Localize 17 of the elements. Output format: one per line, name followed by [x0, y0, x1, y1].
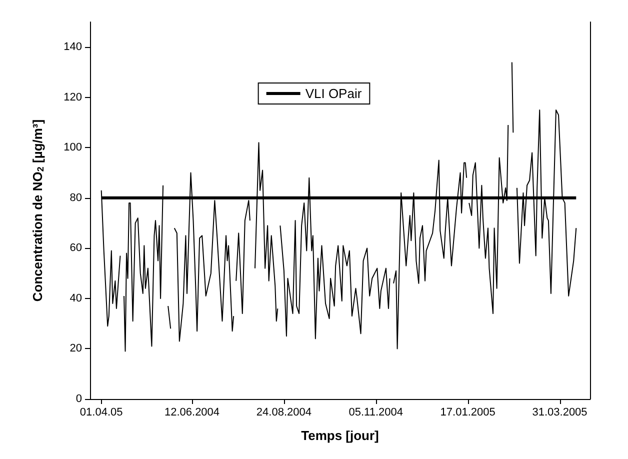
- x-axis-title: Temps [jour]: [301, 428, 379, 443]
- y-tick-label: 100: [64, 142, 82, 154]
- y-tick-label: 120: [64, 91, 82, 104]
- x-tick-label: 24.08.2004: [256, 406, 312, 418]
- x-tick-label: 12.06.2004: [164, 406, 220, 418]
- y-tick-label: 20: [70, 342, 82, 355]
- y-tick-label: 60: [70, 242, 82, 254]
- y-tick-label: 80: [70, 192, 82, 204]
- y-tick-label: 140: [64, 41, 82, 54]
- legend-label: VLI OPair: [305, 86, 362, 101]
- x-tick-label: 01.04.05: [80, 406, 123, 418]
- x-tick-label: 31.03.2005: [532, 406, 588, 418]
- y-axis-title: Concentration de NO2 [µg/m³]: [30, 119, 46, 302]
- x-tick-label: 17.01.2005: [440, 406, 496, 418]
- x-tick-label: 05.11.2004: [348, 406, 404, 418]
- y-tick-label: 40: [70, 292, 82, 304]
- y-tick-label: 0: [76, 393, 82, 405]
